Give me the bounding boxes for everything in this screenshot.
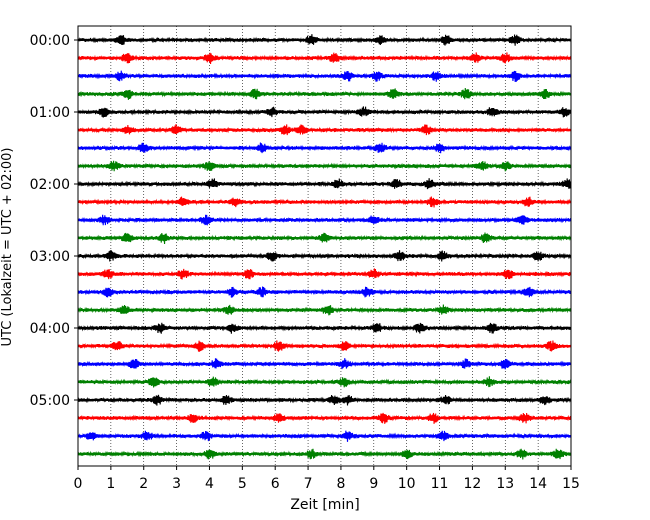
y-tick-label: 04:00 bbox=[30, 321, 70, 337]
trace-group bbox=[77, 34, 572, 460]
seismic-trace bbox=[77, 250, 572, 262]
x-tick-label: 15 bbox=[562, 476, 580, 492]
seismic-trace bbox=[77, 232, 572, 244]
seismic-trace bbox=[77, 160, 572, 172]
x-tick-label: 10 bbox=[398, 476, 416, 492]
seismic-trace bbox=[77, 286, 572, 298]
x-tick-label: 3 bbox=[172, 476, 181, 492]
seismic-trace bbox=[77, 214, 572, 226]
seismic-trace bbox=[77, 196, 572, 208]
x-tick-label: 1 bbox=[106, 476, 115, 492]
x-tick-label: 6 bbox=[271, 476, 280, 492]
y-tick-label: 01:00 bbox=[30, 105, 70, 121]
seismic-trace bbox=[77, 70, 572, 82]
seismic-trace bbox=[77, 430, 572, 442]
x-tick-label: 2 bbox=[139, 476, 148, 492]
seismic-trace bbox=[77, 322, 572, 334]
y-tick-label: 05:00 bbox=[30, 393, 70, 409]
y-tick-label: 00:00 bbox=[30, 33, 70, 49]
y-axis: 00:00 01:00 02:00 03:00 04:00 05:00 bbox=[30, 33, 78, 409]
seismic-trace bbox=[77, 394, 572, 406]
seismic-trace bbox=[77, 376, 572, 388]
seismic-trace bbox=[77, 358, 572, 370]
seismic-trace bbox=[77, 124, 572, 136]
x-tick-label: 13 bbox=[496, 476, 514, 492]
x-tick-label: 7 bbox=[304, 476, 313, 492]
seismic-trace bbox=[77, 412, 572, 424]
x-axis: 0 1 2 3 4 5 6 7 8 9 10 11 12 13 14 15 bbox=[74, 466, 580, 492]
x-tick-label: 4 bbox=[205, 476, 214, 492]
x-tick-label: 5 bbox=[238, 476, 247, 492]
plot-frame bbox=[77, 25, 572, 467]
seismic-trace bbox=[77, 142, 572, 154]
x-tick-label: 11 bbox=[431, 476, 449, 492]
seismic-trace bbox=[77, 304, 572, 316]
seismic-trace bbox=[77, 52, 572, 65]
y-tick-label: 03:00 bbox=[30, 249, 70, 265]
x-tick-label: 8 bbox=[336, 476, 345, 492]
x-axis-label: Zeit [min] bbox=[290, 497, 359, 513]
y-tick-label: 02:00 bbox=[30, 177, 70, 193]
seismic-trace bbox=[77, 340, 572, 352]
y-axis-label: UTC (Lokalzeit = UTC + 02:00) bbox=[0, 148, 15, 347]
vertical-grid bbox=[110, 26, 539, 466]
x-tick-label: 12 bbox=[463, 476, 481, 492]
x-tick-label: 9 bbox=[369, 476, 378, 492]
seismic-trace bbox=[77, 106, 572, 118]
seismic-trace bbox=[77, 87, 572, 100]
x-tick-label: 0 bbox=[74, 476, 83, 492]
x-tick-label: 14 bbox=[529, 476, 547, 492]
